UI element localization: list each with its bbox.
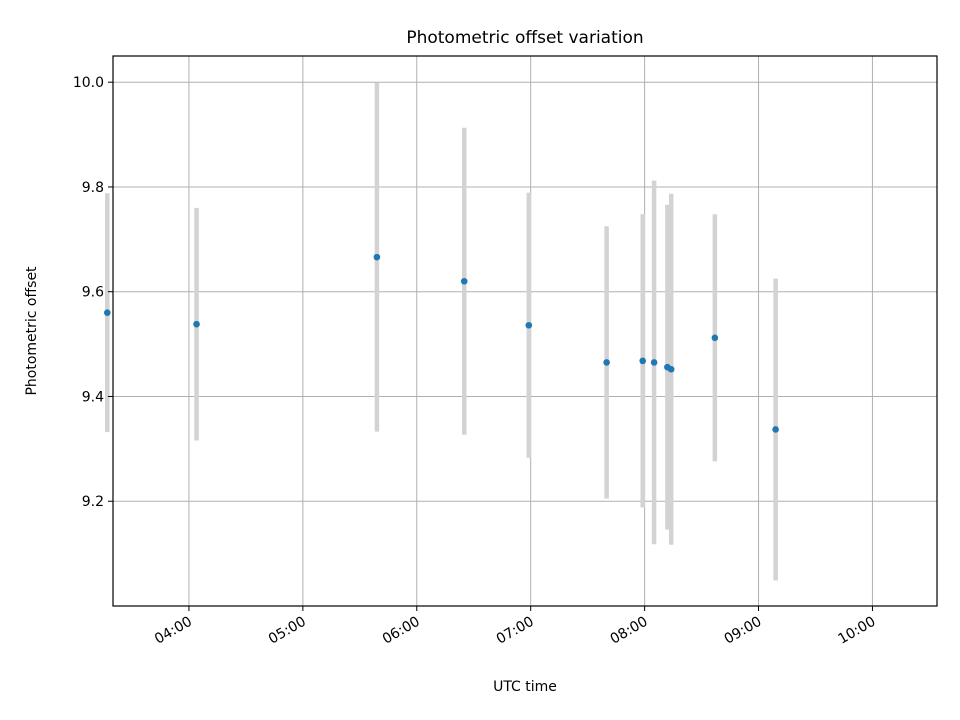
y-tick-label: 9.6 [82, 285, 104, 301]
y-tick-label: 10.0 [73, 75, 104, 91]
data-point [525, 321, 533, 329]
data-point [711, 334, 719, 342]
y-tick-label: 9.8 [82, 180, 104, 196]
y-axis-label: Photometric offset [24, 266, 40, 396]
x-axis-label: UTC time [493, 679, 557, 695]
data-point [460, 277, 468, 285]
data-point [603, 359, 610, 366]
data-point [667, 365, 675, 373]
data-point [772, 426, 779, 433]
y-axis-ticks: 9.2 9.4 9.6 9.8 10.0 [73, 75, 113, 510]
data-points [104, 253, 779, 433]
data-point [639, 357, 647, 365]
data-point [373, 253, 381, 261]
plot-frame [112, 55, 938, 607]
data-point [193, 320, 200, 328]
y-tick-label: 9.4 [82, 389, 104, 405]
data-point [104, 309, 111, 316]
chart-title: Photometric offset variation [406, 28, 643, 48]
data-point [650, 359, 658, 366]
y-tick-label: 9.2 [82, 494, 104, 510]
